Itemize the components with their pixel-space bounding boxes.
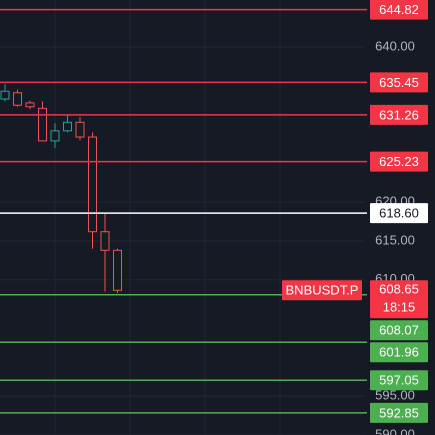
price-label: 597.05: [379, 373, 419, 388]
price-label-box: [370, 0, 428, 20]
y-tick-label: 615.00: [375, 232, 415, 247]
price-label: 625.23: [379, 154, 419, 169]
candle-body: [0, 90, 10, 100]
last-price-box: [370, 280, 428, 319]
y-tick-label: 595.00: [375, 388, 415, 403]
candle-body: [100, 231, 110, 251]
candle-body: [113, 249, 122, 291]
symbol-box: [282, 280, 362, 301]
price-label-box: [370, 320, 428, 341]
price-label-box: [370, 151, 428, 172]
price-label: 608.07: [379, 323, 419, 338]
symbol-label: BNBUSDT.P: [286, 283, 359, 298]
candle-body: [88, 136, 97, 233]
price-label-box: [370, 370, 428, 391]
y-tick-label: 590.00: [375, 426, 415, 435]
price-label: 601.96: [379, 345, 419, 360]
price-label: 618.60: [379, 206, 419, 221]
price-label-box: [370, 72, 428, 93]
last-price-label: 608.65: [379, 282, 419, 297]
price-label-box: [370, 203, 428, 224]
candle-body: [75, 121, 85, 138]
candle-body: [25, 102, 35, 108]
price-label: 644.82: [379, 2, 419, 17]
price-label: 592.85: [379, 405, 419, 420]
price-label-box: [370, 402, 428, 423]
countdown: 18:15: [383, 300, 416, 315]
price-label-box: [370, 104, 428, 125]
candle-body: [38, 107, 47, 142]
candle-body: [13, 92, 22, 106]
candle-body: [50, 130, 60, 142]
price-label: 635.45: [379, 75, 419, 90]
price-label: 631.26: [379, 107, 419, 122]
y-tick-label: 640.00: [375, 38, 415, 53]
price-label-box: [370, 342, 428, 363]
candle-body: [63, 121, 72, 132]
